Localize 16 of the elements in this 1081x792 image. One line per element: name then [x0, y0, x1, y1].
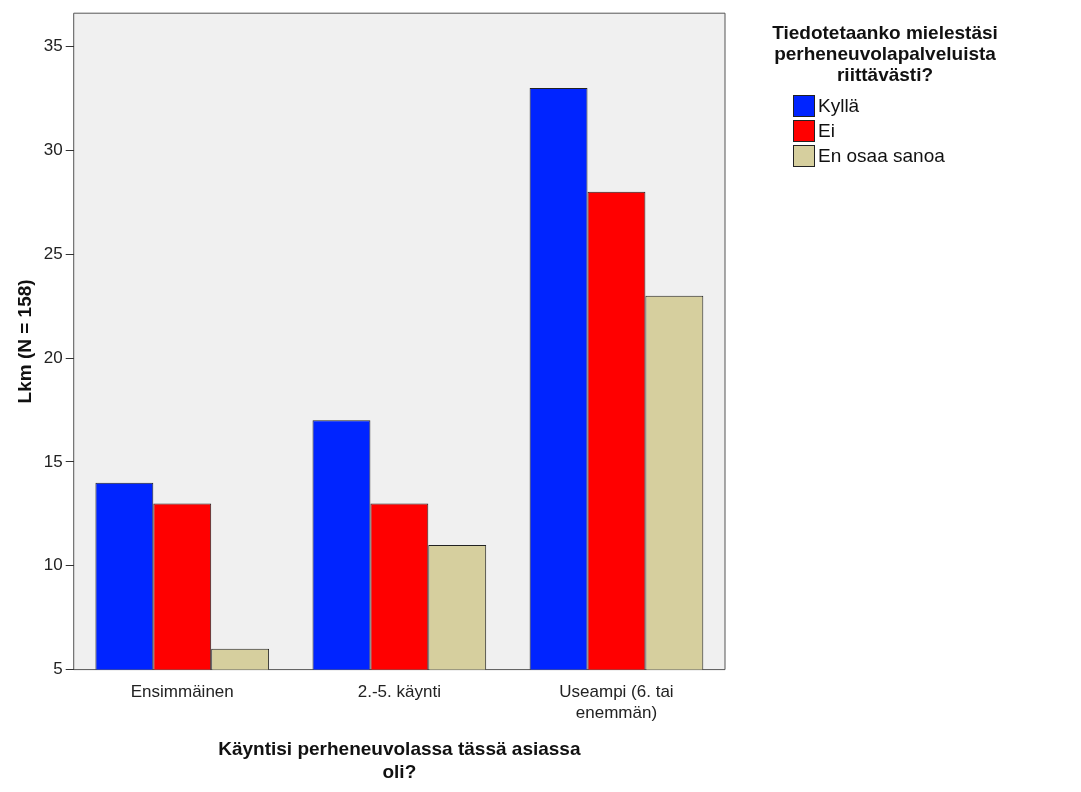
y-tick-label: 5	[53, 659, 63, 679]
y-tick-label: 15	[43, 451, 63, 471]
y-tick-label: 25	[43, 243, 63, 263]
legend-title: Tiedotetaanko mielestäsi perheneuvolapalveluista riittävästi?	[771, 22, 999, 85]
legend-label: Kyllä	[818, 94, 860, 117]
y-tick-label: 20	[43, 347, 63, 367]
x-tick-label: Ensimmäinen	[130, 682, 234, 702]
y-tick-label: 30	[43, 139, 63, 159]
y-tick-label: 35	[43, 36, 63, 56]
y-axis-title: Lkm (N = 158)	[13, 279, 35, 404]
x-tick-label: 2.-5. käynti	[357, 682, 441, 702]
x-axis-title: Käyntisi perheneuvolassa tässä asiassa oli?	[218, 738, 581, 782]
y-tick-label: 10	[43, 555, 63, 575]
legend-label: Ei	[818, 119, 835, 142]
legend-label: En osaa sanoa	[818, 144, 945, 167]
x-tick-label: Useampi (6. tai enemmän)	[559, 682, 674, 722]
